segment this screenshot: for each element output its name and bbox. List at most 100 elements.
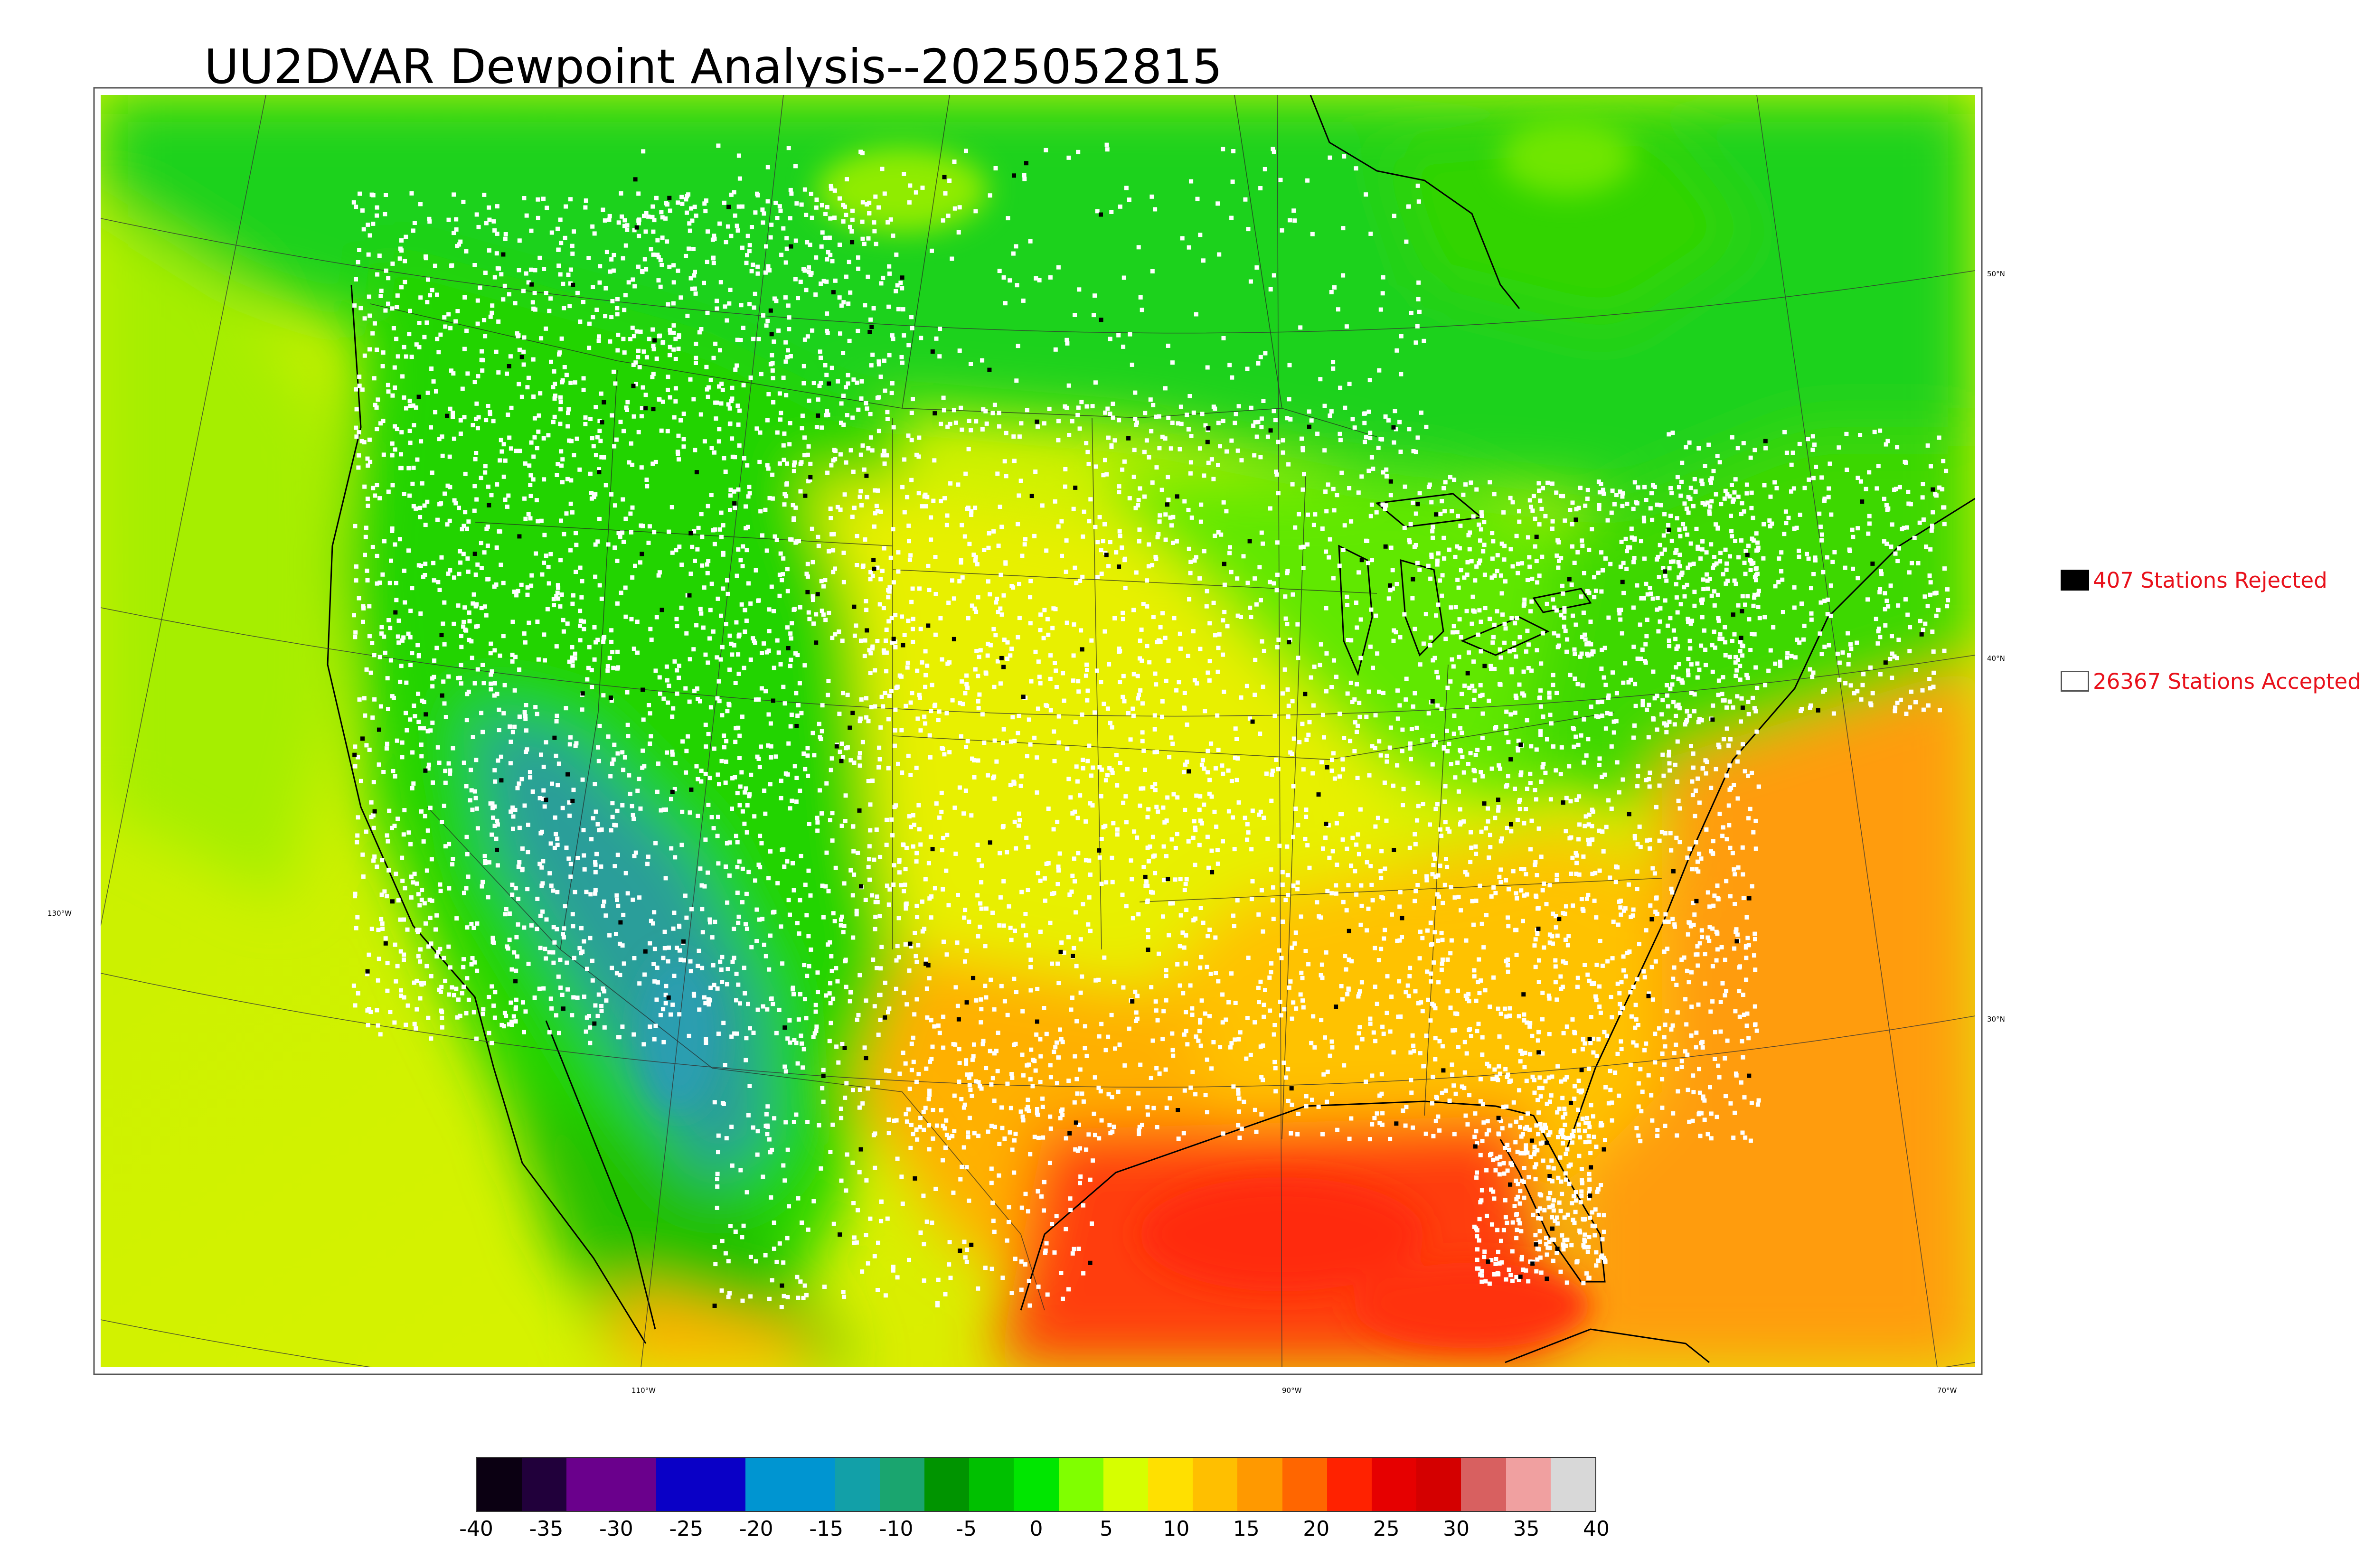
station-marker: [786, 348, 790, 353]
station-marker: [1042, 1006, 1046, 1010]
station-marker: [1466, 533, 1471, 537]
station-marker: [744, 830, 749, 835]
station-marker: [648, 1024, 652, 1029]
station-marker: [776, 650, 781, 655]
station-marker: [1643, 660, 1648, 665]
station-marker: [1019, 890, 1024, 894]
station-marker: [425, 390, 430, 395]
station-marker: [484, 526, 489, 531]
station-marker: [1428, 643, 1432, 648]
station-marker: [1534, 559, 1539, 563]
station-marker: [1155, 1018, 1160, 1023]
station-marker: [412, 980, 416, 985]
station-marker: [1517, 1088, 1522, 1093]
station-marker: [603, 913, 608, 918]
station-marker: [695, 547, 700, 552]
station-marker: [1601, 568, 1605, 573]
station-marker: [640, 406, 644, 411]
station-marker: [775, 881, 780, 886]
station-marker: [997, 923, 1002, 928]
station-marker: [1756, 589, 1761, 593]
station-marker: [784, 236, 789, 241]
station-marker: [472, 484, 477, 488]
station-marker: [1173, 877, 1178, 882]
station-marker: [1528, 609, 1533, 614]
station-marker: [567, 813, 572, 818]
station-marker: [1518, 1059, 1523, 1064]
station-marker: [580, 777, 585, 782]
station-marker: [938, 616, 943, 620]
station-marker: [431, 379, 436, 384]
station-marker: [404, 354, 408, 359]
station-marker: [1207, 928, 1212, 932]
station-marker: [362, 440, 367, 445]
station-marker: [1474, 487, 1479, 492]
station-marker: [740, 714, 744, 719]
station-marker: [391, 326, 396, 330]
station-marker: [1280, 691, 1285, 696]
station-marker: [381, 770, 386, 774]
station-marker: [452, 575, 456, 580]
station-marker: [910, 691, 914, 695]
station-marker: [493, 990, 498, 995]
station-marker: [1199, 502, 1204, 507]
station-marker: [786, 303, 791, 308]
station-marker: [1179, 422, 1184, 426]
station-marker: [370, 641, 375, 645]
station-marker: [885, 817, 889, 822]
station-marker: [1483, 606, 1488, 610]
station-marker: [688, 969, 693, 974]
station-marker: [1258, 732, 1262, 736]
station-marker: [1134, 1019, 1139, 1023]
station-marker: [597, 516, 602, 521]
station-marker: [868, 317, 873, 322]
station-marker: [663, 876, 668, 881]
station-marker: [1220, 763, 1225, 768]
station-marker: [1397, 703, 1402, 708]
station-marker: [662, 930, 667, 934]
station-marker: [1524, 1079, 1529, 1083]
station-marker: [1115, 832, 1120, 837]
station-marker: [1529, 744, 1534, 749]
station-marker: [1284, 1075, 1289, 1080]
station-marker: [687, 221, 692, 226]
station-marker: [841, 351, 846, 355]
station-marker: [1618, 1011, 1622, 1015]
station-marker: [469, 788, 474, 793]
station-marker: [415, 930, 420, 934]
station-marker: [1488, 617, 1492, 621]
station-marker: [386, 868, 391, 873]
station-marker: [424, 320, 429, 325]
station-marker: [891, 233, 895, 238]
station-marker: [917, 827, 922, 832]
station-marker: [1352, 425, 1357, 430]
station-marker: [1205, 1057, 1209, 1062]
station-marker: [1345, 992, 1350, 996]
station-marker: [651, 372, 656, 376]
station-marker: [631, 813, 635, 817]
station-marker: [607, 933, 612, 938]
station-marker: [688, 810, 692, 815]
station-marker: [1156, 809, 1160, 814]
station-marker: [1375, 651, 1380, 656]
station-marker: [872, 220, 876, 225]
station-marker: [501, 634, 506, 638]
station-marker: [669, 797, 673, 801]
station-marker: [446, 674, 451, 679]
station-marker: [801, 751, 806, 756]
station-marker: [828, 818, 832, 823]
station-marker: [476, 225, 481, 229]
station-marker: [911, 844, 915, 849]
station-marker: [393, 424, 397, 429]
station-marker: [986, 773, 990, 778]
station-marker: [793, 505, 798, 510]
station-marker: [1040, 1096, 1045, 1101]
station-marker: [920, 660, 924, 665]
station-marker: [1285, 622, 1290, 627]
station-marker: [1683, 1049, 1687, 1054]
station-marker: [497, 707, 501, 712]
station-marker: [1329, 685, 1334, 689]
station-marker: [750, 225, 754, 229]
station-marker: [1691, 922, 1696, 927]
station-marker: [371, 858, 376, 863]
